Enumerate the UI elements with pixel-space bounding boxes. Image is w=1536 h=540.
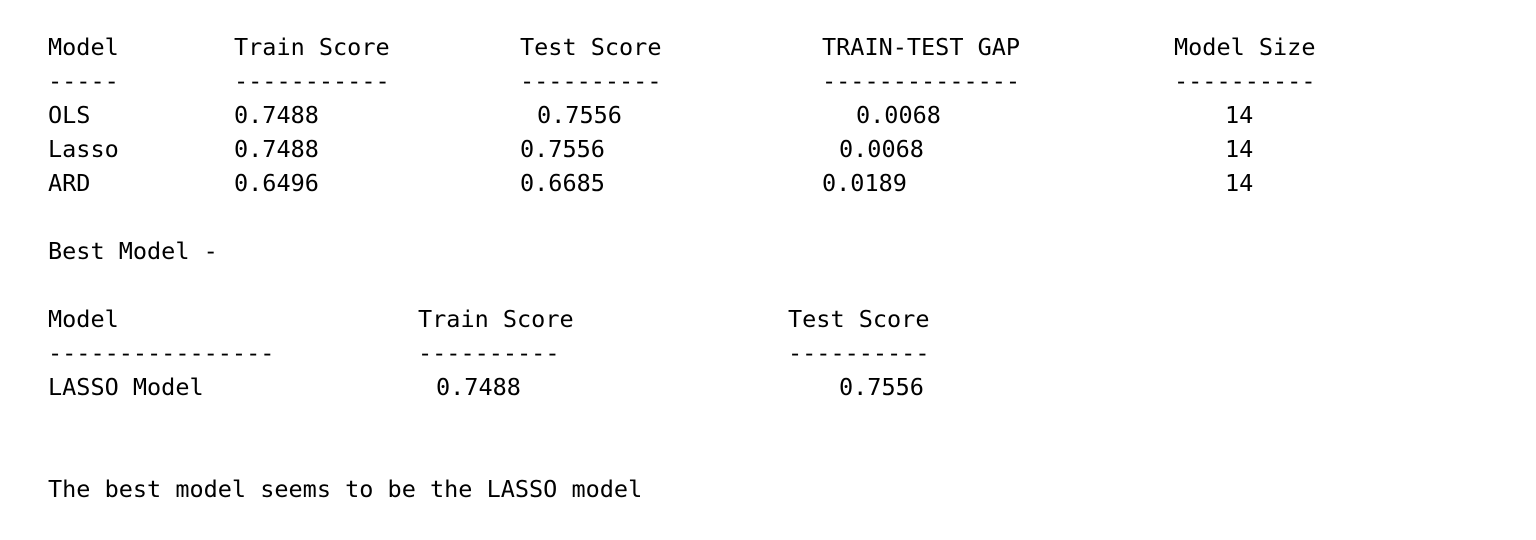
table1-header-train-score: Train Score	[234, 33, 390, 61]
row-train-score: 0.6496	[234, 169, 319, 197]
table1-header-test-score: Test Score	[520, 33, 662, 61]
row-gap: 0.0189	[822, 169, 907, 197]
table2-dash-test: ----------	[788, 339, 930, 367]
table2-dash-train: ----------	[418, 339, 560, 367]
table1-header-row: Model Train Score Test Score TRAIN-TEST …	[0, 30, 1315, 64]
row-train-score: 0.7488	[436, 373, 521, 401]
conclusion-row: The best model seems to be the LASSO mod…	[0, 472, 642, 506]
table1-dash-size: ----------	[1174, 67, 1316, 95]
table1-header-model-size: Model Size	[1174, 33, 1316, 61]
table-row: OLS 0.7488 0.7556 0.0068 14	[0, 98, 1253, 132]
row-model: ARD	[48, 169, 91, 197]
conclusion-text: The best model seems to be the LASSO mod…	[48, 475, 643, 503]
row-test-score: 0.7556	[839, 373, 924, 401]
row-model-size: 14	[1225, 169, 1254, 197]
table1-dash-test: ----------	[520, 67, 662, 95]
table2-header-test-score: Test Score	[788, 305, 930, 333]
table1-dash-train: -----------	[234, 67, 390, 95]
best-model-label-row: Best Model -	[0, 234, 218, 268]
row-test-score: 0.6685	[520, 169, 605, 197]
table1-dash-row: ----- ----------- ---------- -----------…	[0, 64, 1315, 98]
row-gap: 0.0068	[856, 101, 941, 129]
row-train-score: 0.7488	[234, 101, 319, 129]
table2-dash-model: ----------------	[48, 339, 275, 367]
table1-header-model: Model	[48, 33, 119, 61]
table2-dash-row: ---------------- ---------- ----------	[0, 336, 929, 370]
row-train-score: 0.7488	[234, 135, 319, 163]
table1-dash-gap: --------------	[822, 67, 1021, 95]
table1-header-gap: TRAIN-TEST GAP	[822, 33, 1021, 61]
row-test-score: 0.7556	[537, 101, 622, 129]
row-test-score: 0.7556	[520, 135, 605, 163]
table1-dash-model: -----	[48, 67, 119, 95]
row-gap: 0.0068	[839, 135, 924, 163]
table-row: Lasso 0.7488 0.7556 0.0068 14	[0, 132, 1253, 166]
table2-header-row: Model Train Score Test Score	[0, 302, 929, 336]
row-model-size: 14	[1225, 101, 1254, 129]
row-model: OLS	[48, 101, 91, 129]
best-model-label: Best Model -	[48, 237, 218, 265]
row-model: LASSO Model	[48, 373, 204, 401]
table-row: LASSO Model 0.7488 0.7556	[0, 370, 924, 404]
table2-header-train-score: Train Score	[418, 305, 574, 333]
row-model-size: 14	[1225, 135, 1254, 163]
table2-header-model: Model	[48, 305, 119, 333]
table-row: ARD 0.6496 0.6685 0.0189 14	[0, 166, 1253, 200]
row-model: Lasso	[48, 135, 119, 163]
